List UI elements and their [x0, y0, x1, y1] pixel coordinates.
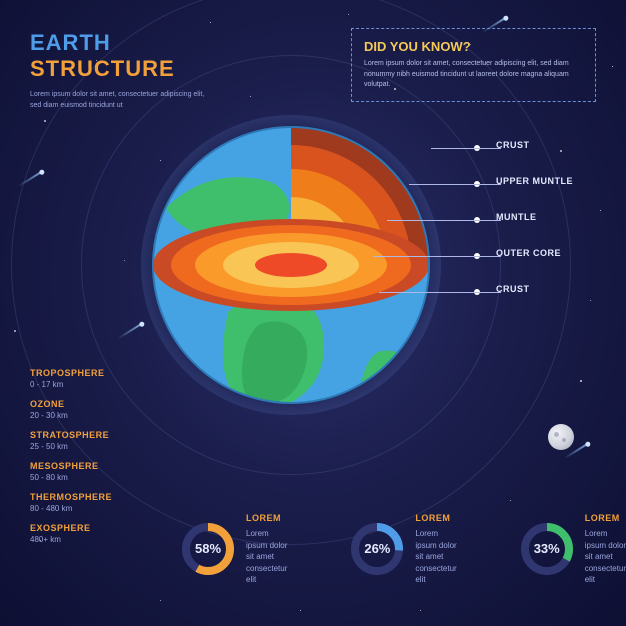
star-icon: [560, 150, 562, 152]
atmosphere-item: EXOSPHERE 480+ km: [30, 523, 136, 544]
stat-desc: Lorem ipsum dolor sit amet consectetur e…: [246, 528, 287, 586]
stat-text: LOREM Lorem ipsum dolor sit amet consect…: [246, 512, 287, 586]
donut-pct: 33%: [519, 521, 575, 577]
layer-label: UPPER MUNTLE: [496, 176, 573, 186]
did-you-know-title: DID YOU KNOW?: [364, 39, 583, 54]
stat-desc: Lorem ipsum dolor sit amet consectetur e…: [585, 528, 626, 586]
title-subtitle: Lorem ipsum dolor sit amet, consectetuer…: [30, 90, 210, 111]
atmosphere-range: 20 - 30 km: [30, 411, 136, 420]
atmosphere-name: OZONE: [30, 399, 136, 409]
stat-desc: Lorem ipsum dolor sit amet consectetur e…: [415, 528, 456, 586]
atmosphere-name: THERMOSPHERE: [30, 492, 136, 502]
star-icon: [348, 14, 349, 15]
atmosphere-name: STRATOSPHERE: [30, 430, 136, 440]
donut-chart: 33%: [519, 521, 575, 577]
donut-pct: 58%: [180, 521, 236, 577]
layer-label: CRUST: [496, 284, 530, 294]
donut-pct: 26%: [349, 521, 405, 577]
stat-text: LOREM Lorem ipsum dolor sit amet consect…: [585, 512, 626, 586]
stat-label: LOREM: [415, 512, 456, 525]
atmosphere-item: MESOSPHERE 50 - 80 km: [30, 461, 136, 482]
stat-item: 58% LOREM Lorem ipsum dolor sit amet con…: [180, 512, 287, 586]
did-you-know-body: Lorem ipsum dolor sit amet, consectetuer…: [364, 59, 583, 91]
atmosphere-item: STRATOSPHERE 25 - 50 km: [30, 430, 136, 451]
moon-icon: [548, 424, 574, 450]
star-icon: [160, 600, 161, 601]
atmosphere-item: OZONE 20 - 30 km: [30, 399, 136, 420]
atmosphere-range: 25 - 50 km: [30, 442, 136, 451]
star-icon: [300, 610, 301, 611]
atmosphere-range: 0 - 17 km: [30, 380, 136, 389]
layer-label: MUNTLE: [496, 212, 537, 222]
earth-diagram: [148, 122, 434, 408]
stat-item: 33% LOREM Lorem ipsum dolor sit amet con…: [519, 512, 626, 586]
donut-chart: 58%: [180, 521, 236, 577]
atmosphere-name: EXOSPHERE: [30, 523, 136, 533]
star-icon: [510, 500, 511, 501]
title-line2: STRUCTURE: [30, 56, 210, 82]
star-icon: [14, 330, 16, 332]
atmosphere-list: TROPOSPHERE 0 - 17 km OZONE 20 - 30 km STR…: [30, 368, 136, 554]
star-icon: [600, 210, 601, 211]
atmosphere-range: 50 - 80 km: [30, 473, 136, 482]
atmosphere-item: TROPOSPHERE 0 - 17 km: [30, 368, 136, 389]
star-icon: [250, 96, 251, 97]
stat-text: LOREM Lorem ipsum dolor sit amet consect…: [415, 512, 456, 586]
did-you-know-box: DID YOU KNOW? Lorem ipsum dolor sit amet…: [351, 28, 596, 102]
atmosphere-item: THERMOSPHERE 80 - 480 km: [30, 492, 136, 513]
star-icon: [580, 380, 582, 382]
star-icon: [612, 66, 613, 67]
star-icon: [210, 22, 211, 23]
atmosphere-range: 80 - 480 km: [30, 504, 136, 513]
star-icon: [420, 610, 421, 611]
stat-item: 26% LOREM Lorem ipsum dolor sit amet con…: [349, 512, 456, 586]
star-icon: [590, 300, 591, 301]
stats-row: 58% LOREM Lorem ipsum dolor sit amet con…: [180, 512, 626, 586]
atmosphere-name: TROPOSPHERE: [30, 368, 136, 378]
layer-label: CRUST: [496, 140, 530, 150]
star-icon: [44, 120, 46, 122]
stat-label: LOREM: [246, 512, 287, 525]
title-line1: EARTH: [30, 30, 210, 56]
title-block: EARTH STRUCTURE Lorem ipsum dolor sit am…: [30, 30, 210, 111]
atmosphere-range: 480+ km: [30, 535, 136, 544]
star-icon: [124, 260, 125, 261]
atmosphere-name: MESOSPHERE: [30, 461, 136, 471]
stat-label: LOREM: [585, 512, 626, 525]
layer-label: OUTER CORE: [496, 248, 561, 258]
donut-chart: 26%: [349, 521, 405, 577]
